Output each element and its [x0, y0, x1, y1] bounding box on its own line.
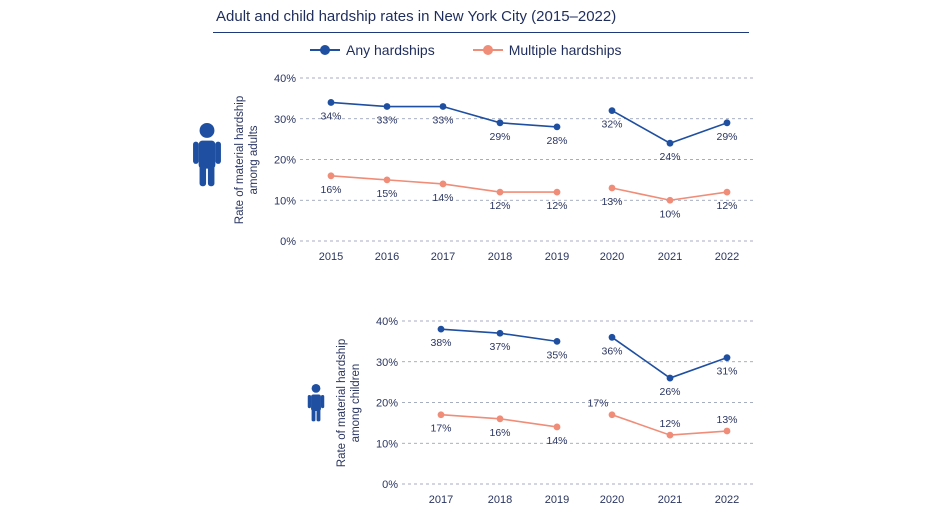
data-point — [496, 329, 504, 337]
data-label: 28% — [546, 135, 567, 147]
data-point — [327, 99, 335, 106]
data-label: 33% — [432, 115, 453, 127]
data-label: 33% — [376, 115, 397, 127]
data-label: 14% — [546, 435, 567, 447]
legend-swatch-any — [310, 45, 340, 55]
data-label: 14% — [432, 192, 453, 204]
data-point — [553, 123, 561, 131]
data-label: 13% — [601, 196, 622, 208]
y-tick-label: 0% — [382, 479, 398, 491]
data-point — [608, 184, 616, 192]
data-label: 16% — [489, 427, 510, 439]
data-point — [723, 427, 731, 435]
legend-label-multiple: Multiple hardships — [508, 42, 622, 58]
legend-item-any: Any hardships — [310, 42, 435, 58]
adult-person-icon — [193, 123, 221, 187]
legend-swatch-multiple — [472, 45, 503, 55]
data-label: 10% — [659, 208, 680, 220]
data-label: 38% — [430, 337, 451, 349]
data-point — [723, 119, 731, 127]
data-label: 16% — [320, 184, 341, 196]
data-label: 26% — [659, 386, 680, 398]
y-axis-label: Rate of material hardship among children — [336, 339, 362, 467]
x-tick-label: 2017 — [431, 251, 455, 263]
legend-item-multiple: Multiple hardships — [472, 42, 622, 58]
y-tick-label: 40% — [274, 73, 296, 85]
data-label: 29% — [716, 131, 737, 143]
data-point — [723, 354, 731, 362]
data-point — [496, 119, 504, 127]
data-point — [437, 325, 445, 333]
data-point — [666, 431, 674, 439]
data-label: 12% — [659, 418, 680, 430]
x-tick-label: 2016 — [375, 251, 399, 263]
data-point — [723, 188, 731, 196]
data-label: 29% — [489, 131, 510, 143]
x-tick-label: 2017 — [429, 494, 453, 506]
data-point — [608, 107, 616, 114]
y-tick-label: 10% — [376, 438, 398, 450]
x-tick-label: 2021 — [658, 494, 682, 506]
data-label: 24% — [659, 151, 680, 163]
x-tick-label: 2019 — [545, 494, 569, 506]
data-point — [439, 180, 447, 188]
data-point — [327, 172, 335, 180]
adults-line-chart: 0% 10% 20% 30% 40% 2015 2016 2017 2018 2019 2020 20… — [234, 73, 755, 263]
children-line-chart: 0% 10% 20% 30% 40% 2017 2018 2019 2020 2021 2022 Ra… — [336, 316, 755, 506]
data-label: 17% — [430, 423, 451, 435]
x-tick-label: 2020 — [600, 494, 624, 506]
y-tick-label: 0% — [280, 236, 296, 248]
data-point — [496, 188, 504, 196]
series-line — [611, 109, 728, 145]
icons-layer — [193, 123, 325, 422]
data-label: 34% — [320, 110, 341, 122]
x-tick-label: 2019 — [545, 251, 569, 263]
y-tick-label: 20% — [274, 155, 296, 167]
data-point — [383, 103, 391, 110]
data-label: 32% — [601, 119, 622, 131]
x-tick-label: 2018 — [488, 251, 512, 263]
child-person-icon — [307, 384, 325, 422]
data-label: 17% — [587, 398, 608, 410]
data-label: 36% — [601, 345, 622, 357]
y-tick-label: 20% — [376, 398, 398, 410]
title-divider — [213, 32, 749, 33]
data-label: 12% — [546, 200, 567, 212]
data-point — [439, 103, 447, 110]
y-axis-label: Rate of material hardship among adults — [234, 96, 260, 224]
data-label: 15% — [376, 188, 397, 200]
x-tick-label: 2018 — [488, 494, 512, 506]
data-point — [553, 423, 561, 431]
data-point — [383, 176, 391, 184]
data-point — [608, 411, 616, 419]
data-point — [666, 196, 674, 204]
x-tick-label: 2022 — [715, 251, 739, 263]
data-label: 35% — [546, 349, 567, 361]
legend: Any hardships Multiple hardships — [310, 42, 622, 58]
x-tick-label: 2021 — [658, 251, 682, 263]
data-point — [608, 333, 616, 341]
x-tick-label: 2022 — [715, 494, 739, 506]
legend-label-any: Any hardships — [346, 42, 435, 58]
data-label: 37% — [489, 341, 510, 353]
data-point — [553, 337, 561, 345]
data-label: 12% — [489, 200, 510, 212]
data-label: 13% — [716, 414, 737, 426]
data-label: 31% — [716, 366, 737, 378]
data-point — [666, 374, 674, 382]
y-tick-label: 30% — [376, 357, 398, 369]
data-point — [666, 139, 674, 147]
data-label: 12% — [716, 200, 737, 212]
chart-title: Adult and child hardship rates in New Yo… — [216, 8, 617, 25]
y-tick-label: 10% — [274, 195, 296, 207]
data-point — [553, 188, 561, 196]
x-tick-label: 2020 — [600, 251, 624, 263]
x-tick-label: 2015 — [319, 251, 343, 263]
y-tick-label: 30% — [274, 114, 296, 126]
data-point — [437, 411, 445, 419]
data-point — [496, 415, 504, 423]
y-tick-label: 40% — [376, 316, 398, 328]
series-line — [611, 336, 728, 379]
